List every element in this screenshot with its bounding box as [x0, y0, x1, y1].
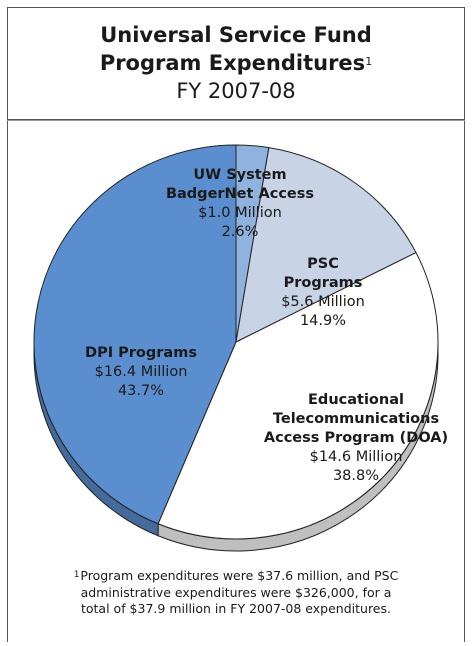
footnote-line2: administrative expenditures were $326,00… — [80, 584, 392, 600]
footnote-ref: 1 — [365, 55, 373, 68]
slice-label-dpi: DPI Programs $16.4 Million 43.7% — [76, 344, 206, 401]
slice-name-uw-line1: UW System — [193, 167, 287, 183]
slice-label-uw-system: UW System BadgerNet Access $1.0 Million … — [160, 166, 320, 242]
slice-label-psc: PSC Programs $5.6 Million 14.9% — [268, 255, 378, 331]
slice-name-doa-line2: Telecommunications — [272, 411, 440, 427]
slice-name-psc-line2: Programs — [283, 275, 363, 291]
footnote-line3: total of $37.9 million in FY 2007-08 exp… — [80, 601, 391, 616]
footnote: 1Program expenditures were $37.6 million… — [30, 568, 442, 618]
chart-title-line1: Universal Service Fund — [100, 23, 372, 47]
slice-percent-dpi: 43.7% — [117, 383, 165, 399]
chart-header: Universal Service Fund Program Expenditu… — [7, 7, 465, 120]
pie-slice-3 — [33, 144, 237, 525]
slice-percent-uw: 2.6% — [221, 224, 259, 240]
footnote-marker: 1 — [73, 570, 80, 580]
slice-name-psc-line1: PSC — [307, 256, 339, 272]
slice-name-uw-line2: BadgerNet Access — [165, 186, 315, 202]
chart-title-line2: Program Expenditures1 — [8, 49, 464, 77]
slice-amount-dpi: $16.4 Million — [94, 364, 188, 380]
footnote-line1-text: Program expenditures were $37.6 million,… — [80, 568, 399, 583]
slice-amount-doa: $14.6 Million — [309, 449, 403, 465]
slice-label-doa: Educational Telecommunications Access Pr… — [256, 391, 456, 486]
slice-name-doa-line3: Access Program (DOA) — [263, 430, 449, 446]
pie-slice-1 — [235, 147, 417, 343]
slice-amount-uw: $1.0 Million — [198, 205, 282, 221]
slice-name-dpi: DPI Programs — [85, 345, 197, 361]
footnote-line1: 1Program expenditures were $37.6 million… — [30, 568, 442, 585]
chart-frame — [7, 7, 465, 642]
slice-amount-psc: $5.6 Million — [281, 294, 365, 310]
header-divider — [7, 120, 465, 121]
slice-percent-psc: 14.9% — [299, 313, 347, 329]
chart-subtitle: FY 2007-08 — [176, 79, 296, 103]
slice-name-doa-line1: Educational — [308, 392, 404, 408]
chart-title-line2-text: Program Expenditures — [99, 51, 366, 75]
pie-slice-2 — [157, 251, 439, 540]
slice-percent-doa: 38.8% — [332, 468, 380, 484]
